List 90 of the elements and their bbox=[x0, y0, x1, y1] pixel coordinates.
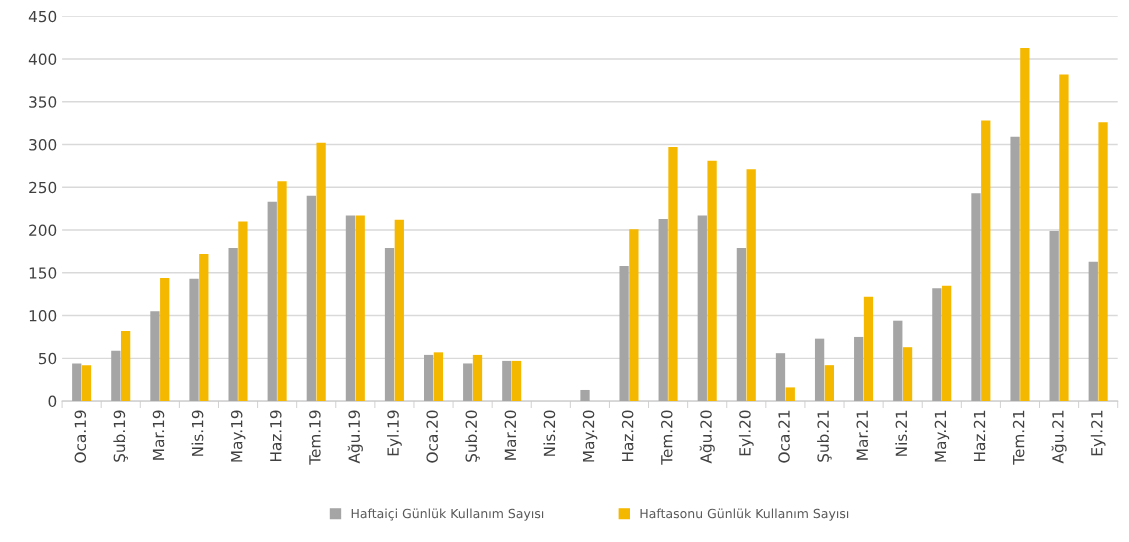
x-tick-label: Oca.19 bbox=[74, 410, 87, 463]
x-tick-label: Haz.20 bbox=[621, 410, 634, 462]
x-tick-label: Mar.20 bbox=[504, 410, 517, 460]
bar bbox=[697, 215, 707, 402]
bar bbox=[423, 354, 434, 402]
x-tick-label: Tem.21 bbox=[1012, 410, 1025, 465]
bar bbox=[267, 201, 277, 402]
x-tick-label: Şub.19 bbox=[113, 410, 128, 462]
y-tick-label: 300 bbox=[29, 139, 57, 151]
bar bbox=[854, 336, 864, 402]
bar bbox=[658, 218, 668, 402]
bar bbox=[394, 219, 404, 402]
y-tick-label: 200 bbox=[29, 224, 57, 237]
legend-label: Haftaiçi Günlük Kullanım Sayısı bbox=[351, 508, 544, 521]
x-tick-label: Ağu.21 bbox=[1051, 410, 1067, 464]
bar bbox=[150, 311, 160, 402]
x-tick-label: Oca.21 bbox=[778, 410, 790, 463]
bar bbox=[863, 296, 874, 402]
bar bbox=[238, 221, 248, 402]
x-tick-label: Nis.20 bbox=[543, 410, 556, 456]
bar bbox=[1049, 230, 1059, 402]
bar bbox=[1020, 47, 1030, 402]
bar bbox=[932, 288, 942, 402]
bar bbox=[316, 142, 326, 402]
bar bbox=[81, 365, 92, 402]
bar bbox=[72, 363, 82, 402]
x-tick-label: May.20 bbox=[582, 410, 598, 462]
bar bbox=[775, 353, 786, 402]
bar bbox=[736, 248, 747, 402]
bar bbox=[277, 181, 287, 402]
x-tick-label: May.19 bbox=[230, 410, 246, 462]
bar bbox=[199, 253, 209, 402]
bar bbox=[511, 360, 522, 402]
bar bbox=[814, 338, 825, 402]
bar bbox=[893, 320, 903, 402]
x-tick-label: Eyl.20 bbox=[738, 410, 754, 456]
x-tick-label: Mar.21 bbox=[856, 410, 869, 460]
y-tick-label: 350 bbox=[29, 96, 57, 108]
legend-label: Haftasonu Günlük Kullanım Sayısı bbox=[640, 508, 849, 521]
bar bbox=[384, 248, 395, 402]
bar bbox=[1010, 136, 1020, 402]
bar bbox=[345, 215, 356, 402]
x-tick-label: Ağu.19 bbox=[347, 410, 363, 464]
x-tick-label: Tem.19 bbox=[309, 410, 321, 465]
bar bbox=[1088, 261, 1098, 402]
bar bbox=[463, 363, 473, 402]
x-tick-label: Mar.19 bbox=[152, 410, 165, 460]
bar bbox=[981, 120, 991, 402]
y-tick-label: 150 bbox=[29, 267, 57, 279]
bar bbox=[942, 285, 952, 402]
x-tick-label: May.21 bbox=[934, 410, 950, 462]
x-tick-label: Eyl.19 bbox=[387, 410, 402, 456]
bar bbox=[355, 215, 365, 402]
x-tick-label: Eyl.21 bbox=[1090, 410, 1106, 456]
bar bbox=[502, 360, 512, 402]
bar bbox=[1098, 122, 1108, 402]
x-tick-label: Ağu.20 bbox=[699, 410, 715, 464]
bar bbox=[580, 389, 590, 402]
bar bbox=[306, 195, 316, 402]
bar bbox=[160, 277, 170, 402]
x-tick-label: Nis.19 bbox=[191, 410, 204, 456]
bar bbox=[971, 193, 981, 402]
x-tick-label: Şub.21 bbox=[817, 410, 832, 462]
bar bbox=[228, 248, 238, 402]
bar bbox=[668, 147, 678, 402]
y-tick-label: 100 bbox=[29, 310, 57, 322]
bar bbox=[120, 330, 131, 402]
y-tick-label: 50 bbox=[38, 352, 57, 365]
bar bbox=[619, 265, 629, 402]
bar bbox=[902, 347, 913, 402]
bar bbox=[746, 169, 756, 402]
bar bbox=[433, 352, 444, 402]
x-tick-label: Şub.20 bbox=[465, 410, 480, 462]
y-tick-label: 0 bbox=[48, 395, 57, 408]
x-tick-label: Nis.21 bbox=[895, 410, 908, 456]
y-tick-label: 400 bbox=[28, 53, 57, 66]
bar bbox=[785, 387, 795, 402]
x-tick-label: Oca.20 bbox=[426, 410, 438, 463]
x-tick-label: Haz.21 bbox=[973, 410, 986, 462]
bar bbox=[629, 229, 639, 402]
y-tick-label: 450 bbox=[28, 10, 57, 23]
bar bbox=[472, 354, 483, 402]
x-tick-label: Tem.20 bbox=[660, 410, 673, 465]
bar bbox=[707, 160, 717, 402]
bar bbox=[1059, 74, 1069, 402]
bar bbox=[189, 278, 199, 402]
y-tick-label: 250 bbox=[29, 181, 57, 194]
bar bbox=[824, 365, 835, 402]
x-tick-label: Haz.19 bbox=[270, 410, 282, 462]
bar bbox=[111, 350, 121, 402]
